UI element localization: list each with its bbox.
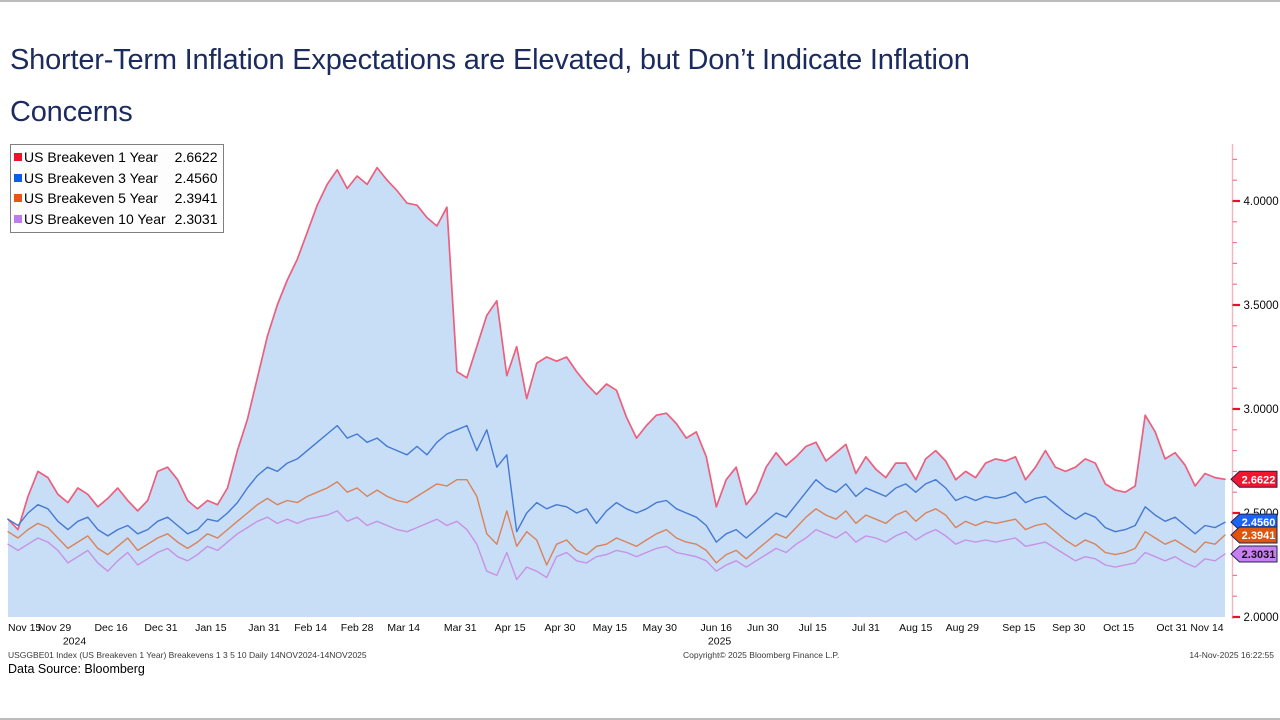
x-axis-label: Nov 15: [8, 622, 41, 634]
last-value-badge-1[interactable]: [1230, 470, 1278, 488]
x-axis-label: Nov 29: [38, 622, 71, 634]
last-value-badge-text-4: 2.3031: [1242, 549, 1276, 561]
legend-value: 2.6622: [174, 149, 218, 166]
x-axis-label: Mar 14: [387, 622, 420, 634]
last-value-badge-text-2: 2.4560: [1242, 517, 1276, 529]
x-axis-label: Jul 15: [799, 622, 827, 634]
timestamp-text: 14-Nov-2025 16:22:55: [1189, 650, 1274, 660]
x-axis-label: Apr 30: [545, 622, 576, 634]
legend-label: US Breakeven 5 Year: [24, 190, 158, 207]
legend-item[interactable]: US Breakeven 10 Year 2.3031: [14, 209, 217, 230]
x-axis-label: May 30: [643, 622, 678, 634]
x-axis-label: Jul 31: [852, 622, 880, 634]
x-axis-label: Jun 16: [700, 622, 732, 634]
x-axis-label: Apr 15: [495, 622, 526, 634]
series-line-4: [7, 510, 1226, 581]
x-axis-label: Dec 31: [144, 622, 177, 634]
x-axis-label: Jan 15: [195, 622, 227, 634]
y-axis-label: 2.0000: [1244, 612, 1279, 624]
x-axis-label: Aug 29: [946, 622, 979, 634]
chart-descriptor-text: USGGBE01 Index (US Breakeven 1 Year) Bre…: [8, 650, 367, 660]
x-axis-label: Feb 14: [294, 622, 327, 634]
legend-swatch-icon: [14, 194, 22, 203]
x-axis-label: Feb 28: [341, 622, 374, 634]
legend-swatch-icon: [14, 214, 22, 223]
y-axis-label: 4.0000: [1244, 196, 1279, 208]
series-line-1: [7, 166, 1226, 531]
legend-label: US Breakeven 1 Year: [24, 149, 158, 166]
legend-label: US Breakeven 3 Year: [24, 169, 158, 186]
x-axis-label: Sep 15: [1002, 622, 1035, 634]
series-line-2: [7, 424, 1226, 543]
legend-item[interactable]: US Breakeven 3 Year 2.4560: [14, 168, 217, 189]
x-axis-label: May 15: [593, 622, 628, 634]
last-value-badge-4[interactable]: [1230, 545, 1278, 563]
series-line-3: [7, 479, 1226, 566]
y-axis-label: 3.5000: [1244, 300, 1279, 312]
legend-swatch-icon: [14, 153, 22, 162]
chart-legend: US Breakeven 1 Year 2.6622 US Breakeven 3 …: [10, 144, 225, 233]
window-top-border: [0, 0, 1280, 2]
x-axis-label: Oct 15: [1103, 622, 1134, 634]
x-axis-label: Jan 31: [248, 622, 280, 634]
legend-item[interactable]: US Breakeven 1 Year 2.6622: [14, 147, 217, 168]
x-axis-label: Jun 30: [747, 622, 779, 634]
y-axis-label: 3.0000: [1244, 404, 1279, 416]
copyright-text: Copyright© 2025 Bloomberg Finance L.P.: [683, 650, 840, 660]
x-axis-label: Aug 15: [899, 622, 932, 634]
x-axis-label: Mar 31: [444, 622, 477, 634]
page-title-line2: Concerns: [10, 96, 133, 128]
last-value-badge-text-3: 2.3941: [1242, 530, 1276, 542]
data-source-label: Data Source: Bloomberg: [8, 662, 145, 676]
x-axis-label: Nov 14: [1190, 622, 1223, 634]
last-value-badge-text-1: 2.6622: [1242, 474, 1276, 486]
legend-label: US Breakeven 10 Year: [24, 210, 166, 227]
x-axis-year-label: 2024: [63, 636, 87, 648]
x-axis-label: Sep 30: [1052, 622, 1085, 634]
page-title-line1: Shorter-Term Inflation Expectations are …: [10, 44, 970, 76]
x-axis-label: Oct 31: [1156, 622, 1187, 634]
page-title: Shorter-Term Inflation Expectations are …: [10, 34, 1274, 138]
x-axis-label: Dec 16: [94, 622, 127, 634]
legend-item[interactable]: US Breakeven 5 Year 2.3941: [14, 188, 217, 209]
legend-value: 2.4560: [174, 169, 218, 186]
legend-value: 2.3031: [174, 210, 218, 227]
window-bottom-border: [0, 718, 1280, 720]
legend-value: 2.3941: [174, 190, 218, 207]
legend-swatch-icon: [14, 173, 22, 182]
last-value-badge-3[interactable]: [1230, 526, 1278, 544]
x-axis-year-label: 2025: [708, 636, 732, 648]
